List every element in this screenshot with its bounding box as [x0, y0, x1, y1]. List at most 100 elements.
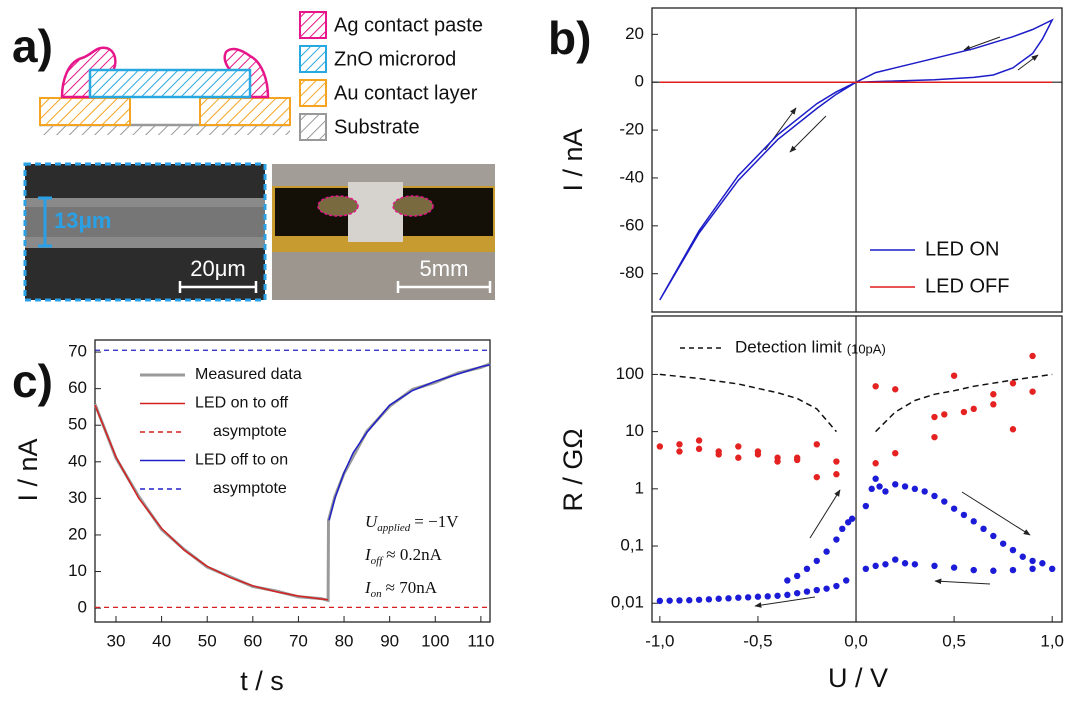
arrow [789, 115, 827, 153]
x-tick-label: 70 [289, 631, 308, 650]
data-line [94, 404, 329, 601]
legend-label: asymptote [213, 423, 287, 440]
data-point [848, 515, 856, 522]
data-line [93, 362, 491, 603]
data-point [735, 443, 742, 450]
data-line [328, 364, 491, 521]
data-point [892, 386, 899, 393]
legend-label: LED on to off [195, 395, 289, 412]
x-tick-label: 40 [152, 631, 171, 650]
legend-label: Ag contact paste [334, 14, 483, 36]
data-point [990, 567, 997, 574]
x-tick-label: 90 [380, 631, 399, 650]
data-point [813, 586, 820, 594]
data-point [892, 481, 899, 488]
data-point [764, 593, 771, 600]
data-point [872, 383, 879, 390]
data-point [990, 391, 997, 398]
photo-paste [317, 195, 359, 217]
data-point [1048, 565, 1056, 573]
data-line [659, 373, 1053, 433]
data-point [990, 401, 997, 408]
x-tick-label: 30 [107, 631, 126, 650]
data-point [892, 449, 899, 457]
data-point [833, 471, 840, 478]
panel-a: a) Ag contact paste ZnO microrod Au cont… [12, 11, 495, 302]
data-point [970, 518, 977, 525]
y-tick-label: 30 [68, 488, 87, 507]
legend-label: Au contact layer [334, 82, 478, 104]
legend-swatch [299, 79, 327, 107]
data-point [941, 411, 948, 418]
data-point [793, 456, 801, 464]
scale-label: 20μm [190, 256, 245, 281]
data-point [911, 561, 919, 568]
x-tick-label: 60 [243, 631, 262, 650]
photo-gap [348, 182, 403, 242]
y-tick-label: 60 [68, 378, 87, 397]
data-point [901, 560, 909, 567]
data-point [1039, 560, 1046, 567]
data-point [1029, 565, 1036, 573]
data-point [1029, 352, 1036, 360]
y-tick-label: -20 [619, 120, 644, 139]
annotation-symbol: I [364, 578, 372, 597]
y-tick-label: 100 [616, 364, 644, 383]
plot-frame [651, 315, 1063, 623]
data-point [1009, 426, 1017, 433]
data-point [862, 502, 870, 510]
legend-swatch [299, 45, 327, 73]
scale-bar [178, 281, 258, 293]
x-tick-label: -1,0 [645, 631, 674, 650]
data-point [676, 448, 683, 455]
au-layer [39, 97, 131, 126]
data-point [656, 443, 664, 450]
data-point [950, 372, 958, 379]
data-point [931, 562, 938, 570]
data-point [774, 592, 781, 599]
legend-label: ZnO microrod [334, 48, 456, 70]
arrow [961, 491, 1031, 536]
y-tick-label: 50 [68, 415, 87, 434]
data-point [931, 433, 938, 441]
data-point [735, 454, 742, 461]
data-point [970, 566, 977, 574]
data-point [754, 593, 762, 600]
x-tick-label: 1,0 [1040, 631, 1064, 650]
data-point [1009, 380, 1017, 387]
legend-swatch [299, 113, 327, 141]
annotation: Uapplied = −1V [365, 512, 459, 534]
annotation-text: ≈ 70nA [386, 578, 438, 597]
legend-label: Substrate [334, 116, 420, 138]
data-point [921, 488, 928, 495]
data-point [735, 594, 742, 601]
sweep-arrows [754, 36, 1039, 608]
data-point [950, 505, 958, 512]
legend-label: Measured data [195, 366, 302, 383]
plot-frame [94, 339, 491, 623]
y-tick-label: 70 [68, 342, 87, 361]
scale-label: 13μm [54, 208, 112, 233]
data-point [813, 473, 820, 481]
data-point [931, 413, 938, 421]
data-point [882, 561, 889, 568]
data-point [843, 577, 850, 584]
annotation-symbol: U [365, 512, 379, 531]
data-point [725, 595, 732, 602]
y-tick-label: 0 [635, 72, 644, 91]
y-axis-label: R / GΩ [558, 428, 588, 511]
sem-border [23, 162, 267, 302]
y-axis-label: I / nA [13, 438, 43, 501]
data-point [686, 597, 693, 604]
data-point [970, 405, 977, 413]
data-point [872, 562, 879, 570]
data-point [695, 596, 703, 603]
data-point [813, 441, 820, 448]
sem-rod-core [25, 207, 265, 237]
photo-base [272, 252, 495, 300]
x-tick-label: 50 [198, 631, 217, 650]
legend-label: LED ON [925, 238, 999, 260]
annotation-sub: off [371, 555, 385, 567]
data-point [868, 485, 875, 493]
data-point [990, 532, 997, 540]
